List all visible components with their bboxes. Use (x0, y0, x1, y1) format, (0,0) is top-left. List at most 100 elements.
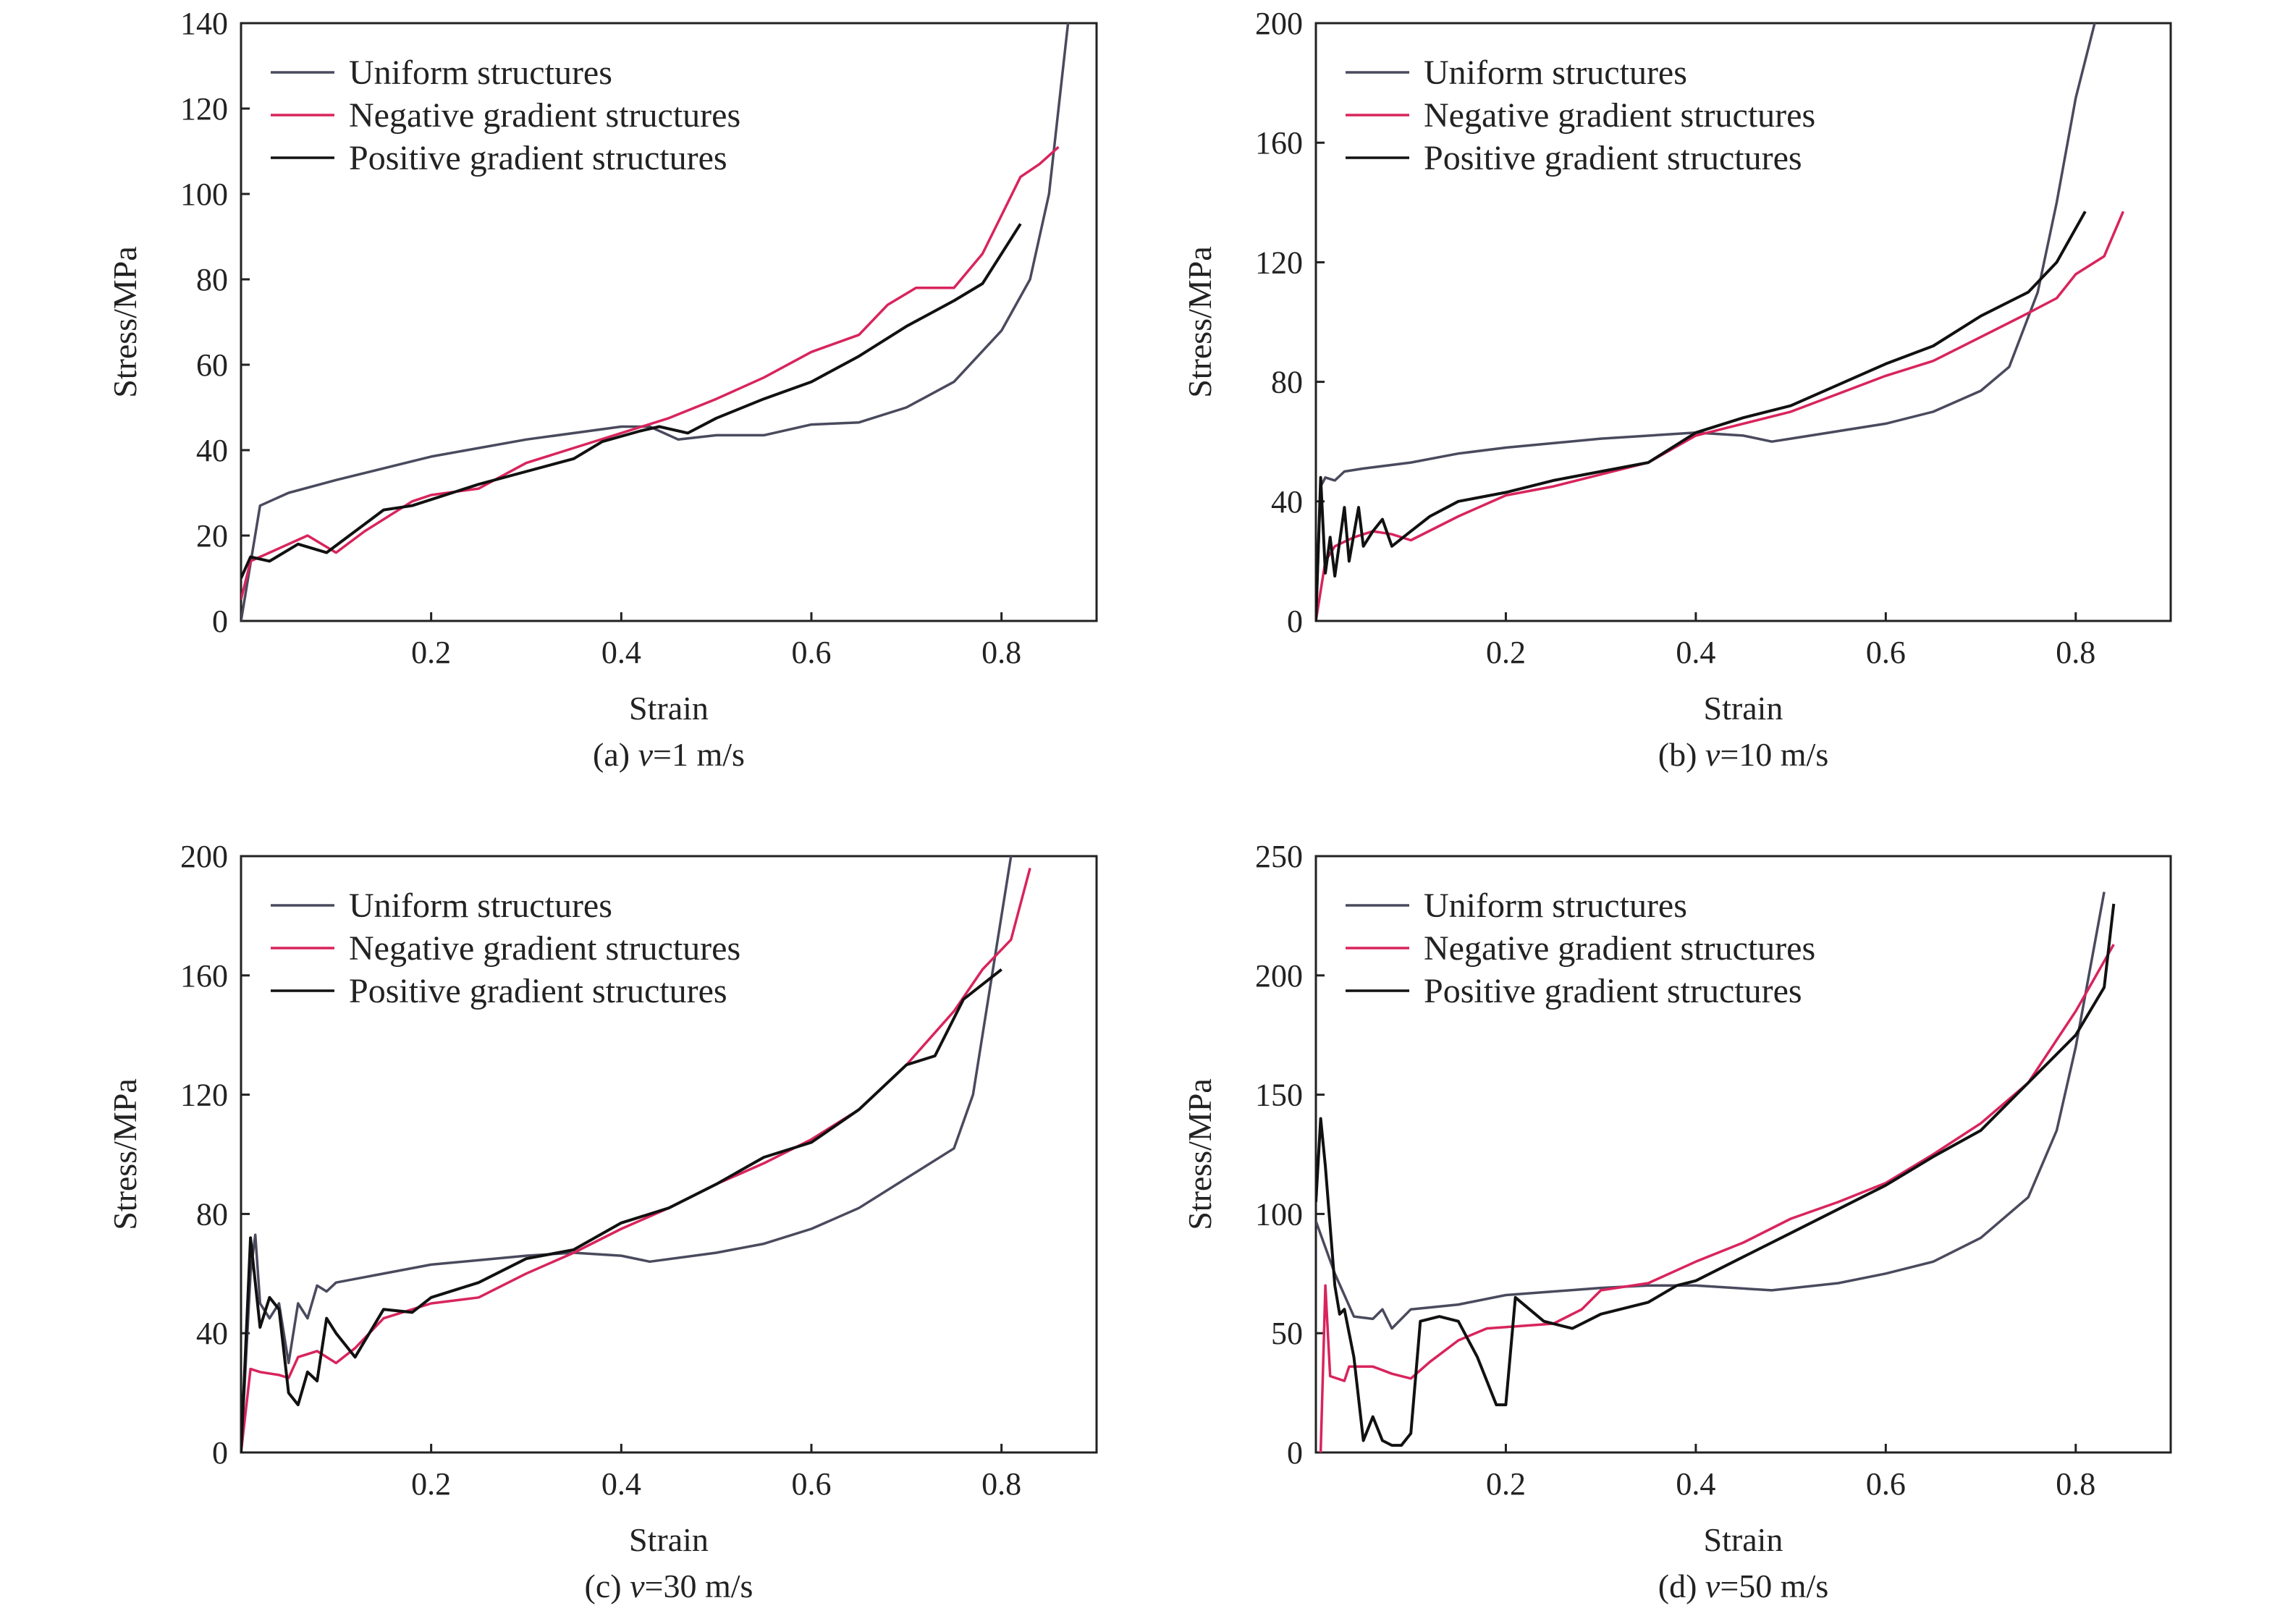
series-line-uniform (241, 23, 1070, 621)
y-tick-label: 50 (1271, 1316, 1303, 1351)
legend-label: Negative gradient structures (349, 96, 740, 135)
legend: Uniform structures Negative gradient stru… (1346, 54, 1815, 177)
legend: Uniform structures Negative gradient stru… (1346, 887, 1815, 1010)
legend-label: Positive gradient structures (349, 972, 727, 1010)
caption-suffix: =1 m/s (653, 736, 745, 773)
legend-label: Uniform structures (1424, 54, 1687, 92)
panel-c: 0 40 80 120 160 200 0.2 0.4 0.6 0.8 Strain Stress/M… (106, 839, 1098, 1604)
y-tick-label: 160 (1255, 125, 1303, 161)
series-line-negative (1319, 944, 2115, 1452)
y-tick-label: 0 (1287, 604, 1303, 639)
series-line-positive (1316, 211, 2087, 621)
y-tick-label: 120 (180, 1078, 228, 1113)
caption-prefix: (c) (585, 1568, 630, 1604)
x-tick-label: 0.6 (792, 1466, 832, 1502)
series-line-positive (241, 223, 1022, 579)
legend-label: Negative gradient structures (1424, 96, 1815, 135)
legend-label: Positive gradient structures (349, 139, 727, 177)
legend-label: Negative gradient structures (349, 929, 740, 968)
caption-variable: v (638, 736, 654, 773)
y-tick-label: 150 (1255, 1078, 1303, 1113)
series-line-uniform (241, 856, 1013, 1452)
y-tick-label: 120 (1255, 245, 1303, 280)
plot-frame (240, 855, 1098, 1454)
x-tick-label: 0.8 (2056, 635, 2095, 670)
caption-variable: v (1705, 1568, 1720, 1604)
legend-label: Positive gradient structures (1424, 139, 1802, 177)
x-axis-label: Strain (1704, 1521, 1783, 1558)
x-tick-label: 0.4 (601, 1466, 641, 1502)
series-line-uniform (1316, 23, 2096, 621)
plot-frame (1314, 22, 2172, 622)
y-tick-label: 160 (180, 958, 228, 994)
series-line-uniform (1316, 892, 2106, 1330)
caption-suffix: =30 m/s (645, 1568, 753, 1604)
panel-a: 0 20 40 60 80 100 120 140 0.2 0.4 0.6 0.8 Strain Stre… (106, 6, 1098, 773)
x-axis-label: Strain (629, 1521, 709, 1558)
y-tick-label: 80 (196, 262, 228, 297)
y-axis-label: Stress/MPa (106, 246, 143, 398)
panel-caption: (c) v=30 m/s (585, 1568, 753, 1604)
y-tick-label: 60 (196, 347, 228, 383)
x-axis-label: Strain (1704, 690, 1783, 727)
x-tick-label: 0.6 (1866, 635, 1906, 670)
legend-label: Uniform structures (349, 887, 612, 925)
y-tick-label: 20 (196, 518, 228, 554)
x-tick-label: 0.2 (411, 635, 451, 670)
caption-suffix: =50 m/s (1720, 1568, 1828, 1604)
caption-variable: v (1705, 736, 1720, 773)
y-tick-label: 200 (180, 839, 228, 874)
caption-variable: v (630, 1568, 645, 1604)
panel-b: 0 40 80 120 160 200 0.2 0.4 0.6 0.8 Strain Stress/M… (1181, 6, 2172, 773)
legend: Uniform structures Negative gradient stru… (271, 887, 740, 1010)
caption-prefix: (d) (1658, 1568, 1705, 1604)
y-tick-label: 40 (196, 433, 228, 468)
x-tick-label: 0.8 (2056, 1466, 2095, 1502)
y-tick-label: 0 (212, 1435, 228, 1471)
y-tick-label: 0 (1287, 1435, 1303, 1471)
x-tick-label: 0.6 (792, 635, 832, 670)
y-axis-label: Stress/MPa (106, 1078, 143, 1230)
panel-caption: (b) v=10 m/s (1658, 736, 1828, 773)
y-axis-label: Stress/MPa (1181, 246, 1218, 398)
x-axis-label: Strain (629, 690, 709, 727)
y-tick-label: 80 (1271, 365, 1303, 400)
y-tick-label: 100 (1255, 1196, 1303, 1232)
legend-label: Uniform structures (1424, 887, 1687, 925)
y-tick-label: 120 (180, 91, 228, 127)
caption-prefix: (a) (593, 736, 638, 773)
legend-label: Positive gradient structures (1424, 972, 1802, 1010)
y-tick-label: 140 (180, 6, 228, 41)
x-tick-label: 0.2 (1486, 635, 1526, 670)
x-tick-label: 0.4 (1676, 1466, 1715, 1502)
y-tick-label: 40 (1271, 484, 1303, 520)
series-line-positive (241, 968, 1002, 1452)
x-tick-label: 0.4 (601, 635, 641, 670)
panel-d: 0 50 100 150 200 250 0.2 0.4 0.6 0.8 Strain Stress/… (1181, 839, 2172, 1604)
y-tick-label: 200 (1255, 6, 1303, 41)
y-tick-label: 200 (1255, 958, 1303, 994)
caption-suffix: =10 m/s (1720, 736, 1828, 773)
x-tick-label: 0.6 (1866, 1466, 1906, 1502)
plot-frame (1314, 855, 2172, 1454)
x-tick-label: 0.4 (1676, 635, 1715, 670)
y-tick-label: 80 (196, 1196, 228, 1232)
y-tick-label: 100 (180, 177, 228, 212)
caption-prefix: (b) (1658, 736, 1705, 773)
x-tick-label: 0.8 (981, 1466, 1021, 1502)
panel-caption: (a) v=1 m/s (593, 736, 745, 773)
panel-caption: (d) v=50 m/s (1658, 1568, 1828, 1604)
legend-label: Negative gradient structures (1424, 929, 1815, 968)
x-tick-label: 0.8 (981, 635, 1021, 670)
y-tick-label: 250 (1255, 839, 1303, 874)
legend-label: Uniform structures (349, 54, 612, 92)
x-tick-label: 0.2 (1486, 1466, 1526, 1502)
plot-frame (240, 22, 1098, 622)
y-axis-label: Stress/MPa (1181, 1078, 1218, 1230)
y-tick-label: 0 (212, 604, 228, 639)
series-line-negative (241, 145, 1060, 600)
series-line-positive (1316, 903, 2116, 1447)
x-tick-label: 0.2 (411, 1466, 451, 1502)
y-tick-label: 40 (196, 1316, 228, 1351)
